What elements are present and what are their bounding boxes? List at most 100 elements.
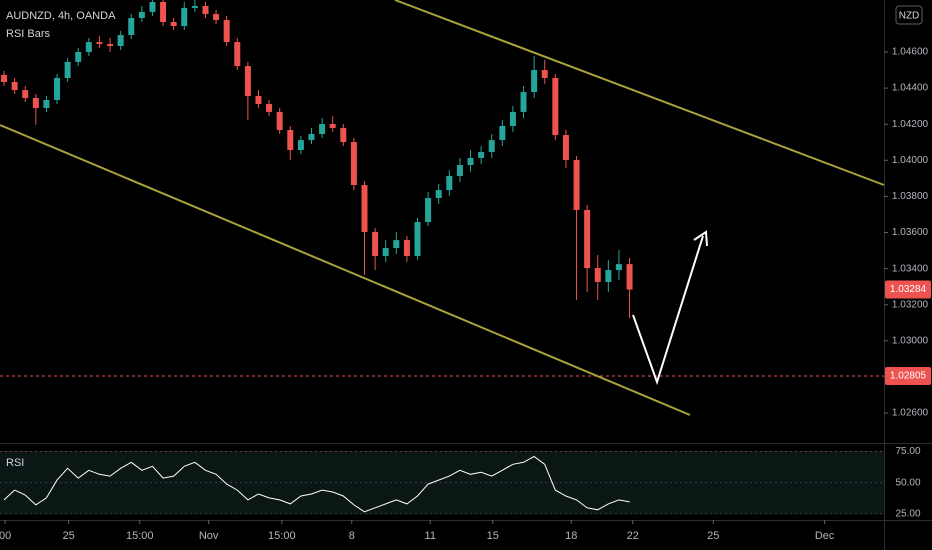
candle-body bbox=[75, 51, 82, 62]
candle-body bbox=[488, 140, 495, 152]
candle-body bbox=[467, 157, 474, 165]
candle-body bbox=[223, 20, 230, 43]
candle-body bbox=[96, 42, 103, 45]
candle-body bbox=[425, 198, 432, 223]
candle-body bbox=[456, 164, 463, 177]
candle-body bbox=[266, 103, 273, 112]
x-tick-label: 25 bbox=[63, 530, 75, 542]
candle-body bbox=[340, 127, 347, 143]
candle-body bbox=[181, 7, 188, 26]
candle-body bbox=[584, 209, 591, 269]
projection-arrow bbox=[632, 235, 704, 386]
candle-body bbox=[202, 5, 209, 15]
y-tick-label: 1.03600 bbox=[892, 227, 929, 238]
y-tick-label: 1.03400 bbox=[892, 263, 929, 274]
candle-body bbox=[213, 14, 220, 21]
x-tick-label: Nov bbox=[199, 530, 219, 542]
x-tick-label: 18 bbox=[565, 530, 577, 542]
y-tick-label: 1.03800 bbox=[892, 191, 929, 202]
x-tick-label: 11 bbox=[425, 530, 436, 542]
candle-body bbox=[149, 1, 156, 12]
candle-body bbox=[128, 18, 135, 36]
rsi-line bbox=[3, 455, 630, 513]
candle-body bbox=[626, 264, 633, 290]
candle-body bbox=[85, 42, 92, 52]
candle-body bbox=[562, 135, 569, 160]
candle-body bbox=[615, 264, 622, 271]
level-label: 1.02805 bbox=[890, 371, 927, 382]
candle-body bbox=[446, 176, 453, 191]
candle-body bbox=[605, 270, 612, 282]
arrow-head bbox=[693, 230, 708, 247]
candle-body bbox=[552, 77, 559, 136]
candle-body bbox=[43, 100, 50, 108]
candle-body bbox=[234, 42, 241, 67]
x-tick-label: 15 bbox=[487, 530, 499, 542]
candle-body bbox=[1, 74, 8, 82]
y-tick-label: 1.03000 bbox=[892, 335, 929, 346]
last-price-tag bbox=[885, 280, 931, 299]
candle-body bbox=[244, 66, 251, 97]
y-tick-label: 1.04400 bbox=[892, 83, 929, 94]
x-tick-label: 00 bbox=[0, 530, 11, 542]
candle-body bbox=[435, 190, 442, 199]
level-tag bbox=[885, 367, 931, 386]
symbol-title: AUDNZD, 4h, OANDA bbox=[6, 10, 116, 22]
candle-body bbox=[393, 240, 400, 249]
candle-body bbox=[350, 142, 357, 186]
candle-body bbox=[478, 151, 485, 158]
candle-body bbox=[191, 5, 198, 8]
candle-body bbox=[573, 159, 580, 210]
candle-body bbox=[308, 133, 315, 141]
last-price-label: 1.03284 bbox=[890, 284, 927, 295]
x-tick-label: 8 bbox=[349, 530, 355, 542]
x-tick-label: 22 bbox=[627, 530, 639, 542]
y-tick-label: 1.04000 bbox=[892, 155, 929, 166]
candle-body bbox=[138, 11, 145, 19]
candle-body bbox=[541, 70, 548, 78]
y-tick-label: 25.00 bbox=[895, 508, 920, 519]
candle-body bbox=[414, 222, 421, 256]
candle-body bbox=[11, 81, 18, 91]
currency-label[interactable]: NZD bbox=[899, 11, 920, 22]
rsi-title: RSI bbox=[6, 457, 24, 469]
y-tick-label: 1.03200 bbox=[892, 299, 929, 310]
candle-body bbox=[372, 231, 379, 256]
candle-body bbox=[32, 98, 39, 108]
y-tick-label: 1.04200 bbox=[892, 119, 929, 130]
candle-body bbox=[499, 126, 506, 141]
candle-body bbox=[361, 185, 368, 232]
y-tick-label: 75.00 bbox=[895, 446, 920, 457]
candle-body bbox=[329, 124, 336, 128]
candle-body bbox=[255, 96, 262, 104]
x-tick-label: Dec bbox=[815, 530, 835, 542]
candle-body bbox=[117, 35, 124, 47]
x-tick-label: 25 bbox=[707, 530, 719, 542]
candle-body bbox=[382, 248, 389, 256]
candle-body bbox=[594, 268, 601, 282]
y-tick-label: 50.00 bbox=[895, 477, 920, 488]
candle-body bbox=[170, 22, 177, 26]
candle-body bbox=[509, 111, 516, 127]
y-tick-label: 1.04600 bbox=[892, 47, 929, 58]
candle-body bbox=[22, 90, 29, 99]
candle-body bbox=[319, 124, 326, 134]
candle-body bbox=[287, 129, 294, 151]
indicator-name: RSI Bars bbox=[6, 28, 51, 40]
x-tick-label: 15:00 bbox=[126, 530, 154, 542]
currency-badge[interactable] bbox=[895, 5, 923, 25]
candle-body bbox=[531, 70, 538, 93]
candle-body bbox=[520, 92, 527, 112]
candle-body bbox=[54, 77, 61, 101]
candle-body bbox=[297, 140, 304, 151]
channel-lower bbox=[0, 124, 691, 416]
y-tick-label: 1.02600 bbox=[892, 408, 929, 419]
candle-body bbox=[403, 240, 410, 256]
candle-body bbox=[64, 61, 71, 78]
x-tick-label: 15:00 bbox=[268, 530, 296, 542]
channel-upper bbox=[394, 0, 885, 186]
candle-body bbox=[160, 1, 167, 23]
candle-body bbox=[276, 111, 283, 130]
